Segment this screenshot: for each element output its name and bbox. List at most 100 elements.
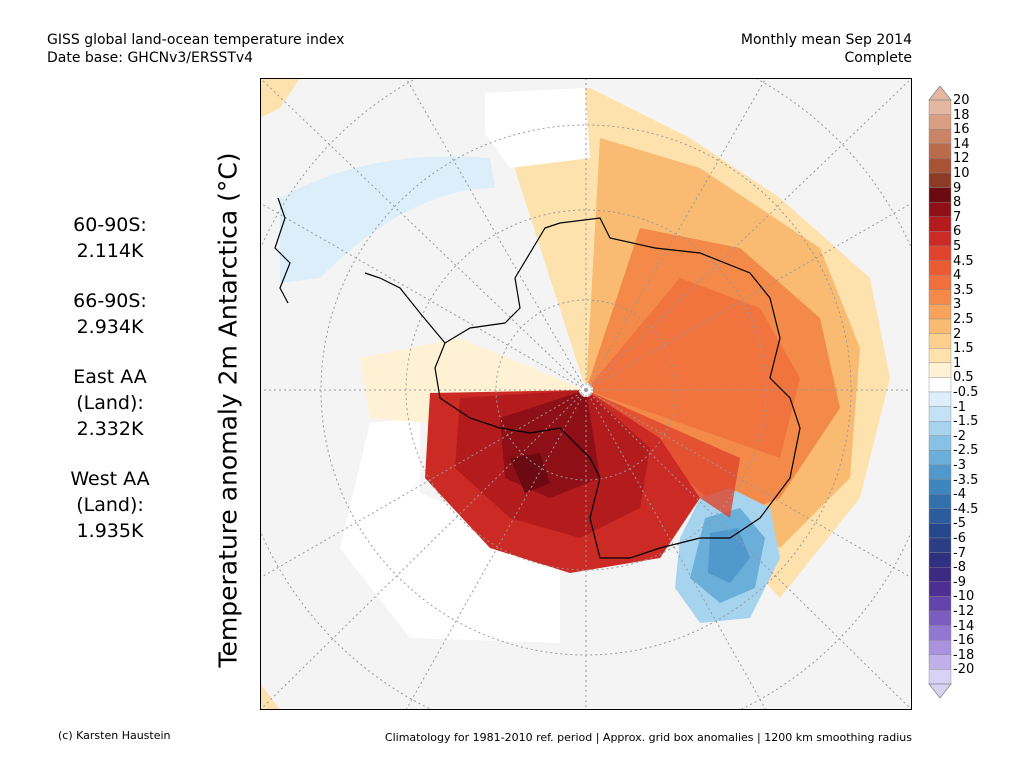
stat-label: 66-90S: [73,290,147,312]
colorbar-tick-label: -20 [953,662,975,678]
colorbar-swatch [928,406,952,422]
colorbar-tick-label: -10 [953,589,975,605]
colorbar [928,86,952,698]
colorbar-swatch [928,494,952,510]
stat-east-aa: East AA (Land): 2.332K [55,364,165,442]
colorbar-tick-label: -7 [953,545,966,561]
colorbar-tick-label: -8 [953,560,966,576]
colorbar-tick-label: -1.5 [953,414,979,430]
colorbar-tick-label: -6 [953,531,966,546]
colorbar-swatch [928,318,952,334]
colorbar-swatch [928,523,952,539]
header-left: GISS global land-ocean temperature index… [47,31,344,67]
stats-panel: 60-90S: 2.114K 66-90S: 2.934K East AA (L… [55,212,165,544]
colorbar-swatch [928,201,952,217]
colorbar-tick-label: 1 [953,355,962,371]
colorbar-swatch [928,640,952,656]
colorbar-swatch [928,333,952,349]
colorbar-tick-label: -2 [953,428,966,444]
colorbar-swatch [928,435,952,451]
colorbar-swatch [928,537,952,553]
colorbar-tick-label: 2.5 [953,312,974,327]
colorbar-tick-label: 3 [953,297,962,313]
colorbar-tick-label: 5 [953,239,962,254]
colorbar-tick-label: 3.5 [953,282,974,298]
status-label: Complete [844,50,912,66]
colorbar-tick-label: 20 [953,93,970,108]
colorbar-tick-label: -0.5 [953,385,979,400]
header-right: Monthly mean Sep 2014 Complete [741,31,912,67]
colorbar-tick-label: 12 [953,151,970,167]
colorbar-upper-arrow [928,86,952,101]
colorbar-swatch [928,260,952,276]
colorbar-swatch [928,391,952,407]
colorbar-tick-label: -9 [953,574,966,590]
antarctica-coastline [274,197,801,559]
colorbar-swatch [928,581,952,597]
colorbar-swatch [928,669,952,685]
footer-note: Climatology for 1981-2010 ref. period | … [384,731,912,744]
colorbar-swatch [928,143,952,159]
period-label: Monthly mean Sep 2014 [740,32,912,48]
colorbar-swatch [928,508,952,524]
colorbar-swatch [928,654,952,670]
colorbar-tick-label: -1 [953,399,966,415]
colorbar-swatch [928,158,952,174]
colorbar-swatch [928,377,952,393]
colorbar-tick-label: 16 [953,122,970,138]
colorbar-tick-label: -2.5 [953,443,979,459]
stat-60-90s: 60-90S: 2.114K [55,212,165,264]
colorbar-swatch [928,479,952,495]
stat-label: West AA [70,468,150,490]
colorbar-tick-label: -4.5 [953,501,979,517]
colorbar-swatch [928,596,952,612]
colorbar-swatch [928,304,952,320]
colorbar-tick-label: 8 [953,195,962,211]
colorbar-tick-label: 14 [953,136,970,152]
colorbar-tick-label: 0.5 [953,370,974,386]
colorbar-swatch [928,625,952,641]
footer-credit: (c) Karsten Haustein [58,729,171,742]
stat-value: 2.114K [76,240,144,262]
colorbar-labels: 20 18 16 14 12 10 9 8 7 6 5 4.5 4 3.5 3 2.5 2 1.5 1 0.5 -0.5… [953,93,1013,693]
anomaly-field [260,78,890,710]
dataset-title: GISS global land-ocean temperature index [47,32,345,48]
colorbar-lower-arrow [928,683,952,698]
colorbar-swatch [928,99,952,115]
stat-label: 60-90S: [73,214,147,236]
colorbar-swatch [928,187,952,203]
colorbar-swatch [928,610,952,626]
colorbar-tick-label: 4 [953,268,962,284]
stat-west-aa: West AA (Land): 1.935K [55,466,165,544]
colorbar-tick-label: -16 [953,633,975,649]
stat-66-90s: 66-90S: 2.934K [55,288,165,340]
colorbar-tick-label: 4.5 [953,253,974,269]
stat-value: 1.935K [76,520,144,542]
colorbar-tick-label: 7 [953,209,962,225]
colorbar-tick-label: -4 [953,487,966,503]
stat-value: 2.934K [76,316,144,338]
colorbar-tick-label: -14 [953,618,975,634]
colorbar-swatch [928,567,952,583]
stat-value: 2.332K [76,418,144,440]
colorbar-swatch [928,172,952,188]
colorbar-swatch [928,231,952,247]
colorbar-tick-label: -5 [953,516,966,532]
colorbar-swatch [928,362,952,378]
stat-label: (Land): [76,494,144,516]
colorbar-tick-label: 6 [953,224,962,240]
colorbar-tick-label: -3 [953,458,966,473]
colorbar-swatch [928,450,952,466]
stat-label: (Land): [76,392,144,414]
database-label: Date base: GHCNv3/ERSSTv4 [47,50,254,66]
colorbar-tick-label: -18 [953,647,975,663]
y-axis-label: Temperature anomaly 2m Antarctica (°C) [213,152,243,668]
colorbar-tick-label: -3.5 [953,472,979,488]
colorbar-swatch [928,289,952,305]
colorbar-swatch [928,348,952,364]
colorbar-swatch [928,245,952,261]
colorbar-swatch [928,114,952,130]
colorbar-swatch [928,552,952,568]
colorbar-tick-label: 1.5 [953,341,974,357]
colorbar-tick-label: 2 [953,326,962,342]
